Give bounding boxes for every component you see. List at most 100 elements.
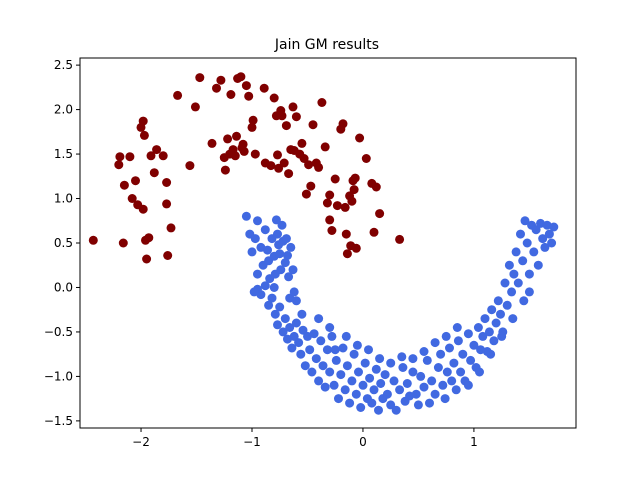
- data-point: [327, 226, 337, 235]
- data-point: [440, 394, 450, 404]
- data-point: [220, 165, 230, 175]
- data-point: [306, 181, 316, 191]
- data-point: [244, 91, 254, 101]
- data-point: [325, 367, 335, 377]
- data-point: [364, 345, 373, 355]
- data-point: [342, 249, 352, 259]
- data-point: [250, 149, 260, 159]
- data-point: [269, 93, 279, 103]
- data-point: [496, 309, 505, 319]
- data-point: [441, 331, 451, 341]
- data-point: [540, 242, 550, 252]
- data-point: [451, 385, 461, 395]
- data-point: [511, 247, 521, 257]
- data-point: [241, 81, 251, 91]
- data-point: [458, 349, 468, 359]
- data-point: [325, 215, 335, 225]
- data-point: [529, 247, 539, 257]
- data-point: [416, 371, 426, 381]
- data-point: [347, 196, 357, 206]
- data-point: [250, 234, 260, 244]
- data-point: [248, 115, 258, 125]
- data-point: [300, 361, 310, 371]
- data-point: [360, 358, 370, 368]
- data-point: [314, 376, 324, 386]
- x-tick-label: −2: [132, 435, 150, 449]
- data-point: [356, 403, 366, 412]
- data-point: [271, 215, 281, 225]
- data-point: [433, 363, 443, 372]
- data-point: [351, 389, 361, 399]
- data-point: [249, 287, 259, 297]
- data-point: [430, 338, 440, 348]
- data-point: [411, 389, 421, 399]
- data-point: [309, 329, 319, 339]
- data-point: [146, 151, 156, 161]
- data-point: [212, 83, 221, 93]
- y-tick-label: −1.5: [44, 414, 73, 428]
- data-point: [226, 90, 236, 99]
- data-point: [152, 145, 162, 155]
- data-point: [395, 385, 405, 395]
- data-point: [285, 323, 295, 332]
- points-layer: [88, 72, 559, 415]
- data-point: [502, 300, 512, 310]
- data-point: [273, 150, 282, 160]
- data-point: [391, 405, 401, 415]
- data-point: [369, 385, 379, 395]
- y-axis: −1.5 −1.0 −0.5 0.0 0.5 1.0 1.5 2.0 2.5: [44, 58, 80, 428]
- data-point: [327, 331, 337, 341]
- data-point: [507, 287, 517, 297]
- x-tick-label: 1: [470, 435, 478, 449]
- data-point: [88, 235, 98, 245]
- data-point: [538, 234, 548, 244]
- data-point: [358, 380, 368, 390]
- data-point: [114, 160, 124, 170]
- data-point: [304, 160, 314, 170]
- data-point: [264, 300, 274, 310]
- x-tick-label: 0: [359, 435, 367, 449]
- data-point: [329, 380, 339, 390]
- data-point: [276, 265, 286, 275]
- data-point: [299, 154, 309, 163]
- data-point: [487, 305, 497, 315]
- data-point: [142, 254, 152, 264]
- data-point: [263, 245, 272, 255]
- data-point: [330, 174, 340, 184]
- data-point: [166, 223, 176, 233]
- data-point: [449, 358, 459, 368]
- data-point: [436, 349, 446, 359]
- data-point: [230, 151, 240, 161]
- data-point: [308, 120, 318, 130]
- data-point: [369, 227, 379, 237]
- data-point: [473, 323, 483, 332]
- data-point: [162, 199, 172, 209]
- data-point: [277, 111, 287, 121]
- data-point: [158, 151, 168, 161]
- data-point: [486, 349, 496, 359]
- data-point: [491, 318, 501, 328]
- data-point: [442, 367, 452, 377]
- data-point: [163, 251, 173, 260]
- data-point: [322, 198, 332, 208]
- data-point: [173, 90, 183, 100]
- data-point: [253, 216, 262, 226]
- data-point: [341, 229, 351, 239]
- data-point: [361, 154, 371, 163]
- data-point: [371, 182, 381, 192]
- data-point: [260, 225, 270, 235]
- data-point: [427, 376, 437, 386]
- data-point: [452, 323, 462, 332]
- data-point: [533, 260, 543, 270]
- data-point: [314, 162, 324, 172]
- data-point: [279, 158, 289, 168]
- data-point: [325, 190, 335, 200]
- data-point: [291, 112, 301, 122]
- data-point: [478, 331, 488, 341]
- data-point: [438, 380, 448, 390]
- data-point: [531, 225, 541, 235]
- data-point: [266, 161, 276, 171]
- data-point: [389, 376, 399, 386]
- data-point: [149, 168, 159, 178]
